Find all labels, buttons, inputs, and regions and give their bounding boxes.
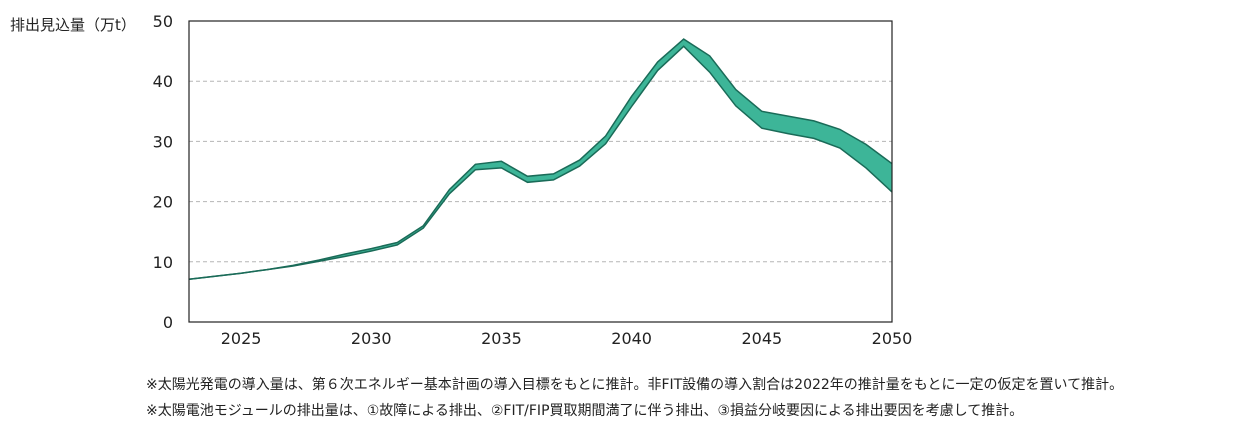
x-tick-label: 2040 bbox=[611, 329, 652, 348]
upper-bound-line bbox=[188, 38, 893, 281]
x-tick-label: 2030 bbox=[351, 329, 392, 348]
footnote-1: ※太陽光発電の導入量は、第６次エネルギー基本計画の導入目標をもとに推計。非FIT… bbox=[146, 377, 1124, 393]
lower-bound-line bbox=[188, 45, 893, 281]
forecast-range-band bbox=[189, 39, 892, 280]
y-tick-label: 40 bbox=[153, 72, 173, 91]
footnote-2: ※太陽電池モジュールの排出量は、①故障による排出、②FIT/FIP買取期間満了に… bbox=[146, 403, 1024, 419]
x-tick-label: 2050 bbox=[872, 329, 913, 348]
x-tick-label: 2025 bbox=[221, 329, 262, 348]
y-axis-label: 排出見込量（万t） bbox=[10, 16, 136, 34]
x-tick-label: 2035 bbox=[481, 329, 522, 348]
x-tick-label: 2045 bbox=[741, 329, 782, 348]
footnotes: ※太陽光発電の導入量は、第６次エネルギー基本計画の導入目標をもとに推計。非FIT… bbox=[146, 372, 1123, 424]
y-tick-label: 0 bbox=[163, 313, 173, 332]
y-tick-label: 10 bbox=[153, 253, 173, 272]
plot-frame bbox=[188, 20, 893, 323]
y-tick-label: 20 bbox=[153, 193, 173, 212]
y-tick-label: 50 bbox=[153, 12, 173, 31]
y-tick-label: 30 bbox=[153, 132, 173, 151]
